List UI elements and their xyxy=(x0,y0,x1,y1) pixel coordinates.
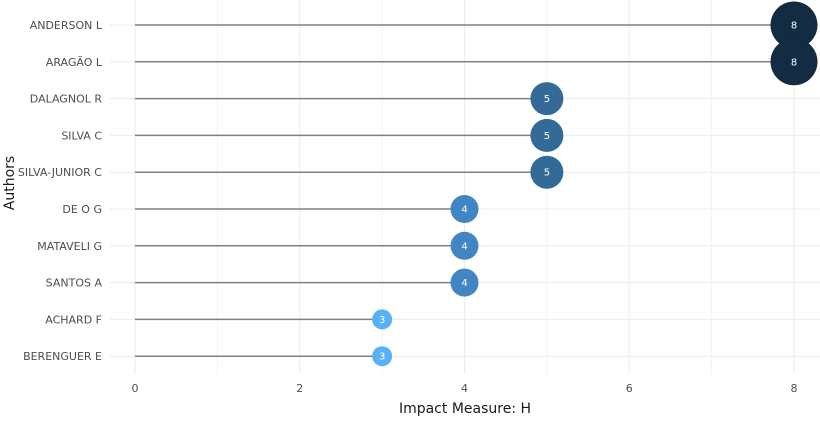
lollipop-point xyxy=(372,309,393,330)
x-tick-label: 6 xyxy=(626,382,633,395)
y-tick-label: DE O G xyxy=(62,203,102,216)
y-tick-label: SANTOS A xyxy=(46,277,103,290)
data-label: 8 xyxy=(791,57,797,68)
data-label: 5 xyxy=(544,94,550,105)
x-axis-title: Impact Measure: H xyxy=(399,401,531,417)
x-tick-label: 2 xyxy=(296,382,303,395)
lollipop-point xyxy=(450,195,479,223)
y-tick-label: SILVA-JUNIOR C xyxy=(18,166,102,179)
x-tick-labels: 0 2 4 6 8 xyxy=(132,382,798,395)
grid xyxy=(110,0,820,374)
data-label: 3 xyxy=(379,352,385,363)
data-label: 8 xyxy=(791,21,797,32)
lollipop-point xyxy=(770,1,818,49)
stems xyxy=(135,24,794,357)
lollipop-point xyxy=(450,231,479,260)
data-label: 4 xyxy=(461,205,467,216)
data-label: 4 xyxy=(461,241,467,252)
x-tick-label: 8 xyxy=(791,382,798,395)
x-tick-label: 4 xyxy=(461,382,468,395)
lollipop-point xyxy=(530,118,564,152)
bubbles: 8 8 5 5 5 4 4 4 3 3 xyxy=(372,1,818,367)
y-tick-label: ANDERSON L xyxy=(30,19,103,32)
lollipop-point xyxy=(530,82,564,116)
x-tick-label: 0 xyxy=(132,382,139,395)
data-label: 4 xyxy=(461,278,467,289)
lollipop-point xyxy=(530,155,564,189)
y-tick-label: BERENGUER E xyxy=(23,350,102,363)
data-label: 3 xyxy=(379,315,385,326)
lollipop-point xyxy=(770,38,818,86)
data-label: 5 xyxy=(544,131,550,142)
y-tick-label: SILVA C xyxy=(61,129,102,142)
lollipop-point xyxy=(372,346,393,367)
y-tick-label: MATAVELI G xyxy=(37,240,102,253)
y-tick-label: ARAGÃO L xyxy=(46,56,103,69)
y-tick-label: ACHARD F xyxy=(45,313,102,326)
data-label: 5 xyxy=(544,168,550,179)
y-axis-title: Authors xyxy=(2,156,18,210)
y-tick-label: DALAGNOL R xyxy=(30,93,103,106)
lollipop-point xyxy=(450,268,479,297)
y-tick-labels: ANDERSON L ARAGÃO L DALAGNOL R SILVA C SILVA… xyxy=(18,19,103,363)
